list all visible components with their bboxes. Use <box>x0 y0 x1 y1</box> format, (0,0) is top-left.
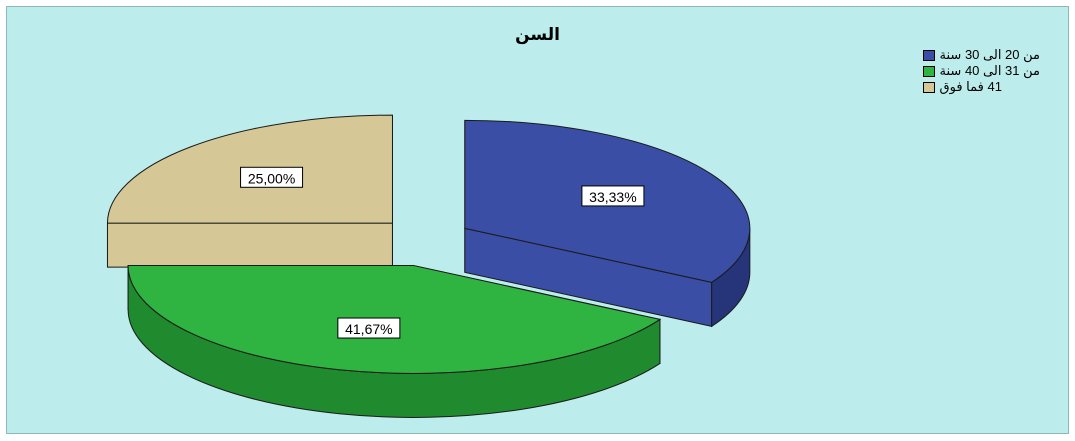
chart-area: السن من 20 الى 30 سنة من 31 الى 40 سنة 4… <box>6 6 1069 434</box>
data-label-text: 41,67% <box>345 321 392 337</box>
legend: من 20 الى 30 سنة من 31 الى 40 سنة 41 فما… <box>922 47 1040 95</box>
data-label: 33,33% <box>581 185 645 207</box>
legend-label: من 31 الى 40 سنة <box>939 63 1040 78</box>
chart-title: السن <box>515 25 560 44</box>
legend-item: من 20 الى 30 سنة <box>922 47 1040 63</box>
legend-swatch <box>922 49 935 61</box>
legend-label: من 20 الى 30 سنة <box>939 47 1040 62</box>
slice-side-wall <box>106 222 393 268</box>
data-label-box <box>240 166 304 188</box>
data-label-box <box>337 317 401 339</box>
pie-chart: 33,33% 41,67% 25,00% <box>106 114 751 418</box>
legend-item: 41 فما فوق <box>922 79 1040 95</box>
data-label: 25,00% <box>240 166 304 188</box>
data-label: 41,67% <box>337 317 401 339</box>
legend-label: 41 فما فوق <box>939 79 1002 94</box>
legend-swatch <box>922 65 935 77</box>
data-label-box <box>581 185 645 207</box>
pie-slice <box>106 114 393 268</box>
legend-swatch <box>922 81 935 93</box>
data-label-text: 25,00% <box>248 170 295 186</box>
legend-item: من 31 الى 40 سنة <box>922 63 1040 79</box>
data-label-text: 33,33% <box>589 189 636 205</box>
